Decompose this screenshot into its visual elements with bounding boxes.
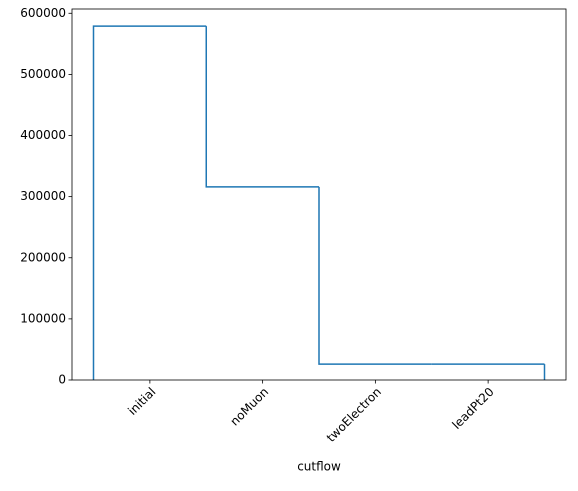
x-tick-label: leadPt20 — [449, 385, 496, 432]
x-tick-label: twoElectron — [324, 385, 384, 445]
y-tick-label: 500000 — [20, 67, 66, 81]
y-tick-label: 400000 — [20, 128, 66, 142]
y-tick-label: 200000 — [20, 250, 66, 264]
y-tick-label: 100000 — [20, 311, 66, 325]
step-bin — [318, 186, 432, 365]
y-tick-label: 600000 — [20, 6, 66, 20]
axes-frame — [71, 8, 567, 381]
x-tick-label: noMuon — [227, 385, 271, 429]
x-axis-label: cutflow — [297, 460, 341, 474]
y-tick-label: 0 — [58, 373, 66, 387]
step-bin — [92, 25, 207, 380]
x-tick-label: initial — [125, 385, 158, 418]
step-bin — [205, 26, 319, 188]
y-tick-label: 300000 — [20, 189, 66, 203]
